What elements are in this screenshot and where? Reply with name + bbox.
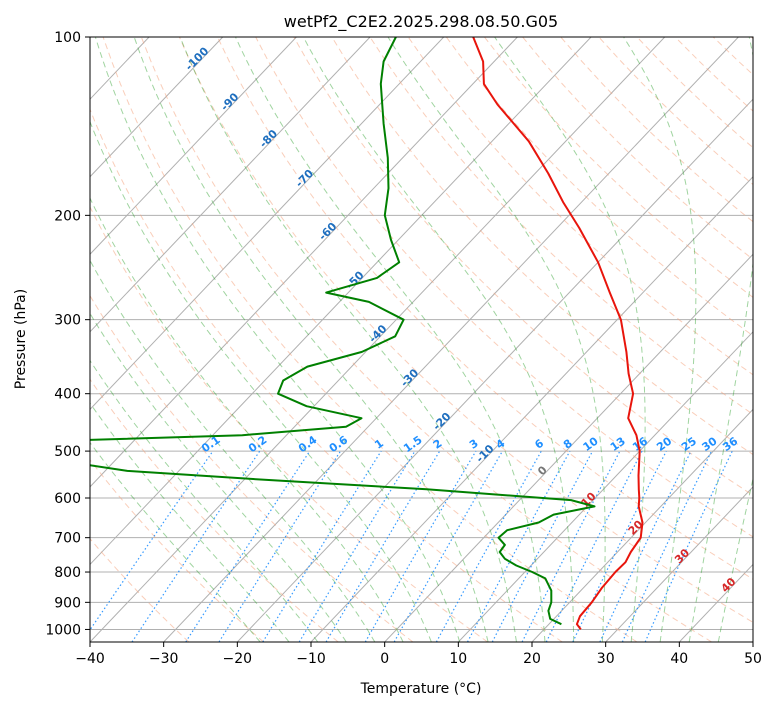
isotherm-line — [163, 37, 739, 642]
mixing-ratio-line — [435, 450, 542, 642]
dry-adiabat-line — [140, 37, 712, 642]
dry-adiabat-line — [407, 37, 753, 376]
x-tick-label: −20 — [223, 651, 253, 667]
x-tick-label: 10 — [449, 651, 467, 667]
mixing-ratio-line — [185, 450, 311, 642]
mixing-ratio-line — [644, 450, 733, 642]
dry-adiabat-line — [90, 108, 563, 642]
y-tick-label: 500 — [54, 444, 81, 460]
y-tick-label: 600 — [54, 491, 81, 507]
mixing-ratio-line — [572, 450, 667, 642]
isotherm-line — [457, 331, 753, 642]
moist-adiabat-line — [90, 197, 404, 642]
isotherm-line — [90, 37, 518, 488]
y-tick-label: 800 — [54, 565, 81, 581]
dry-adiabat-line — [102, 37, 638, 642]
moist-adiabat-line — [90, 402, 290, 642]
isotherm-line — [90, 37, 666, 642]
moist-adiabat-line — [302, 37, 575, 642]
moist-adiabat-line — [90, 441, 261, 642]
dry-adiabat-line — [369, 37, 753, 415]
plot-frame — [89, 36, 754, 643]
chart-title: wetPf2_C2E2.2025.298.08.50.G05 — [284, 12, 558, 32]
isotherm-line — [90, 37, 224, 178]
dry-adiabat-line — [90, 459, 264, 642]
y-tick-label: 300 — [54, 313, 81, 329]
y-tick-label: 400 — [54, 387, 81, 403]
mixing-ratio-line — [262, 450, 382, 642]
y-tick-label: 200 — [54, 208, 81, 224]
isotherm-line — [531, 408, 753, 642]
mixing-ratio-line — [298, 450, 416, 642]
dry-adiabat-line — [331, 37, 753, 456]
moist-adiabat-line — [90, 120, 432, 642]
dry-adiabat-line — [178, 37, 753, 623]
x-tick-label: 20 — [523, 651, 541, 667]
isotherm-line — [236, 98, 753, 642]
moist-adiabat-line — [387, 37, 606, 642]
y-tick-label: 700 — [54, 531, 81, 547]
moist-adiabat-line — [623, 37, 697, 642]
isotherm-line — [90, 37, 592, 566]
x-tick-label: 30 — [597, 651, 615, 667]
x-tick-label: 50 — [744, 651, 762, 667]
mixing-ratio-line — [90, 450, 214, 631]
moist-adiabat-line — [90, 359, 319, 642]
moist-adiabat-line — [133, 37, 489, 642]
x-axis-label: Temperature (°C) — [360, 681, 482, 697]
moist-adiabat-line — [235, 37, 546, 642]
moist-adiabat-line — [717, 476, 753, 642]
profile-series — [90, 37, 644, 630]
mixing-ratio-line — [393, 450, 504, 642]
dry-adiabat-line — [293, 37, 753, 496]
x-tick-label: 0 — [380, 651, 389, 667]
dewpoint-profile-line — [90, 37, 596, 626]
mixing-ratio-line — [545, 450, 643, 642]
x-tick-label: −10 — [296, 651, 326, 667]
moist-adiabat-line — [90, 259, 376, 642]
isotherm-line — [605, 486, 753, 642]
axis-ticks: −40 −30 −20 −10 0 10 20 30 40 50 1000 900 800 700 600 5… — [45, 30, 762, 667]
mixing-ratio-line — [218, 450, 342, 642]
x-tick-label: 40 — [670, 651, 688, 667]
dry-adiabat-line — [90, 294, 414, 642]
dry-adiabat-line — [217, 37, 753, 580]
moist-adiabat-line — [90, 312, 347, 642]
temperature-profile-line — [472, 37, 644, 630]
x-tick-label: −30 — [149, 651, 179, 667]
isotherm-line — [90, 37, 297, 256]
moist-adiabat-line — [494, 37, 646, 642]
mixing-ratio-line — [466, 450, 571, 642]
moist-adiabat-line — [179, 37, 517, 642]
isotherm-line — [384, 253, 753, 642]
y-tick-label: 1000 — [45, 622, 81, 638]
dry-adiabat-line — [255, 37, 753, 538]
isotherm-line — [90, 37, 445, 411]
background-lines — [90, 37, 753, 642]
dry-adiabat-line — [90, 537, 190, 642]
x-tick-label: −40 — [75, 651, 105, 667]
y-axis-label: Pressure (hPa) — [13, 289, 29, 389]
dry-adiabat-line — [90, 205, 488, 642]
mixing-ratio-line — [131, 450, 261, 642]
isotherm-line — [90, 37, 371, 333]
moist-adiabat-line — [688, 37, 753, 642]
y-tick-label: 100 — [54, 30, 81, 46]
y-tick-label: 900 — [54, 595, 81, 611]
